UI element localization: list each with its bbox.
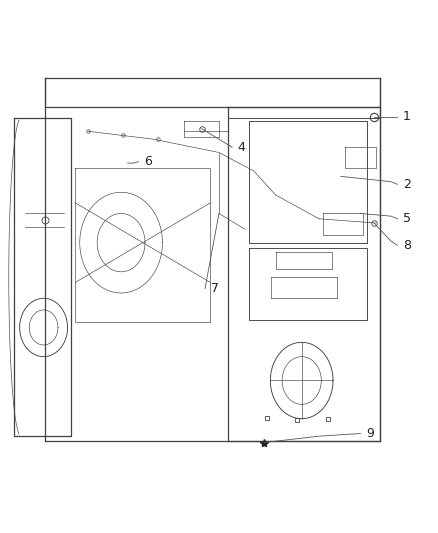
Text: 8: 8 — [403, 239, 411, 252]
Text: 4: 4 — [238, 141, 246, 154]
Text: 1: 1 — [403, 110, 411, 124]
Text: 9: 9 — [366, 427, 374, 440]
Text: 5: 5 — [403, 212, 411, 225]
Text: 7: 7 — [211, 282, 219, 295]
Text: 6: 6 — [144, 155, 152, 168]
Text: 2: 2 — [403, 178, 411, 191]
